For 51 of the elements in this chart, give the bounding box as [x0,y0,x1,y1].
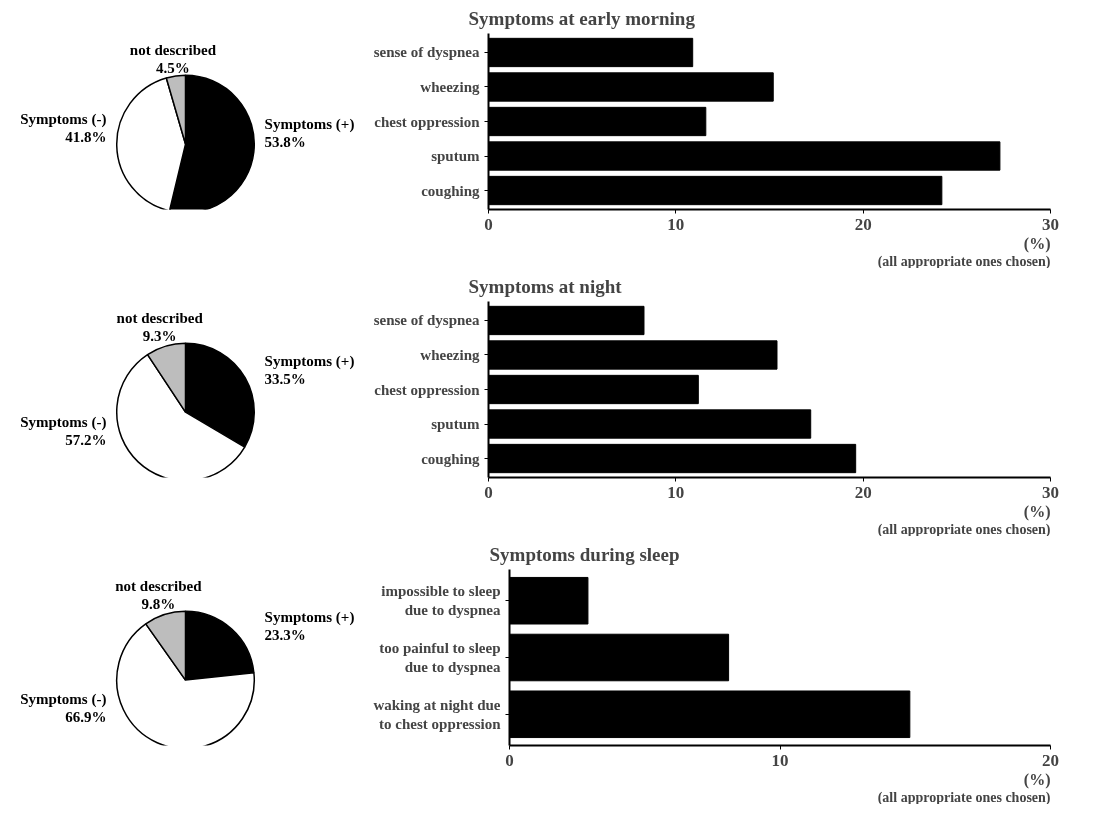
data-label: 57.2% [65,432,107,449]
y-tick-label: too painful to sleep due to dyspnea [379,639,501,676]
slice-label: Symptoms (+) [264,115,355,133]
data-label: 53.8% [264,133,306,150]
data-label: 23.3% [264,627,306,644]
x-axis-title: (%) [1023,502,1051,521]
y-tick-label: sense of dyspnea [373,312,480,329]
x-tick-label: 20 [854,214,872,234]
x-tick-label: 30 [1042,214,1059,234]
slice-label: Symptoms (+) [264,609,355,627]
data-label: 33.5% [264,371,306,388]
data-label: 4.5% [156,60,190,77]
y-tick-label: sense of dyspnea [373,44,480,61]
x-axis-title: (%) [1023,234,1051,253]
y-tick-label: sputum [431,416,480,433]
x-tick-label: 30 [1042,482,1059,502]
data-label: 9.3% [142,328,177,345]
y-tick-label: chest oppression [374,381,481,398]
slice-label: Symptoms (-) [20,414,107,432]
x-tick-label: 0 [505,750,514,770]
chart-title: Symptoms during sleep [489,543,680,565]
y-tick-label: chest oppression [374,113,481,130]
slice-label: not described [129,42,217,59]
y-tick-label: waking at night due to chest oppression [373,696,502,732]
slice-label: Symptoms (+) [264,353,355,371]
y-tick-label: wheezing [420,78,480,95]
data-label: 66.9% [65,709,107,726]
data-label: 41.8% [65,129,107,146]
slice-label: Symptoms (-) [20,691,107,709]
x-tick-label: 10 [667,214,685,234]
x-tick-label: 10 [667,482,685,502]
slice-label: Symptoms (-) [20,111,107,129]
chart-title: Symptoms at night [468,275,623,297]
y-tick-label: wheezing [420,346,480,363]
slice-label: not described [116,310,204,327]
x-tick-label: 10 [771,750,789,770]
y-tick-label: impossible to sleep due to dyspnea [381,583,501,619]
chart-title: Symptoms at early morning [468,7,696,29]
text: (all appropriate ones chosen) [877,253,1051,270]
text: (all appropriate ones chosen) [877,521,1051,538]
x-axis-title: (%) [1023,770,1051,789]
x-tick-label: 0 [484,214,493,234]
x-tick-label: 0 [484,482,493,502]
slice-label: not described [115,578,203,595]
y-tick-label: coughing [421,182,480,199]
data-label: 9.8% [141,596,176,613]
text: (all appropriate ones chosen) [877,789,1051,806]
y-tick-label: coughing [421,450,480,467]
x-tick-label: 20 [1042,750,1059,770]
x-tick-label: 20 [854,482,872,502]
y-tick-label: sputum [431,148,480,165]
